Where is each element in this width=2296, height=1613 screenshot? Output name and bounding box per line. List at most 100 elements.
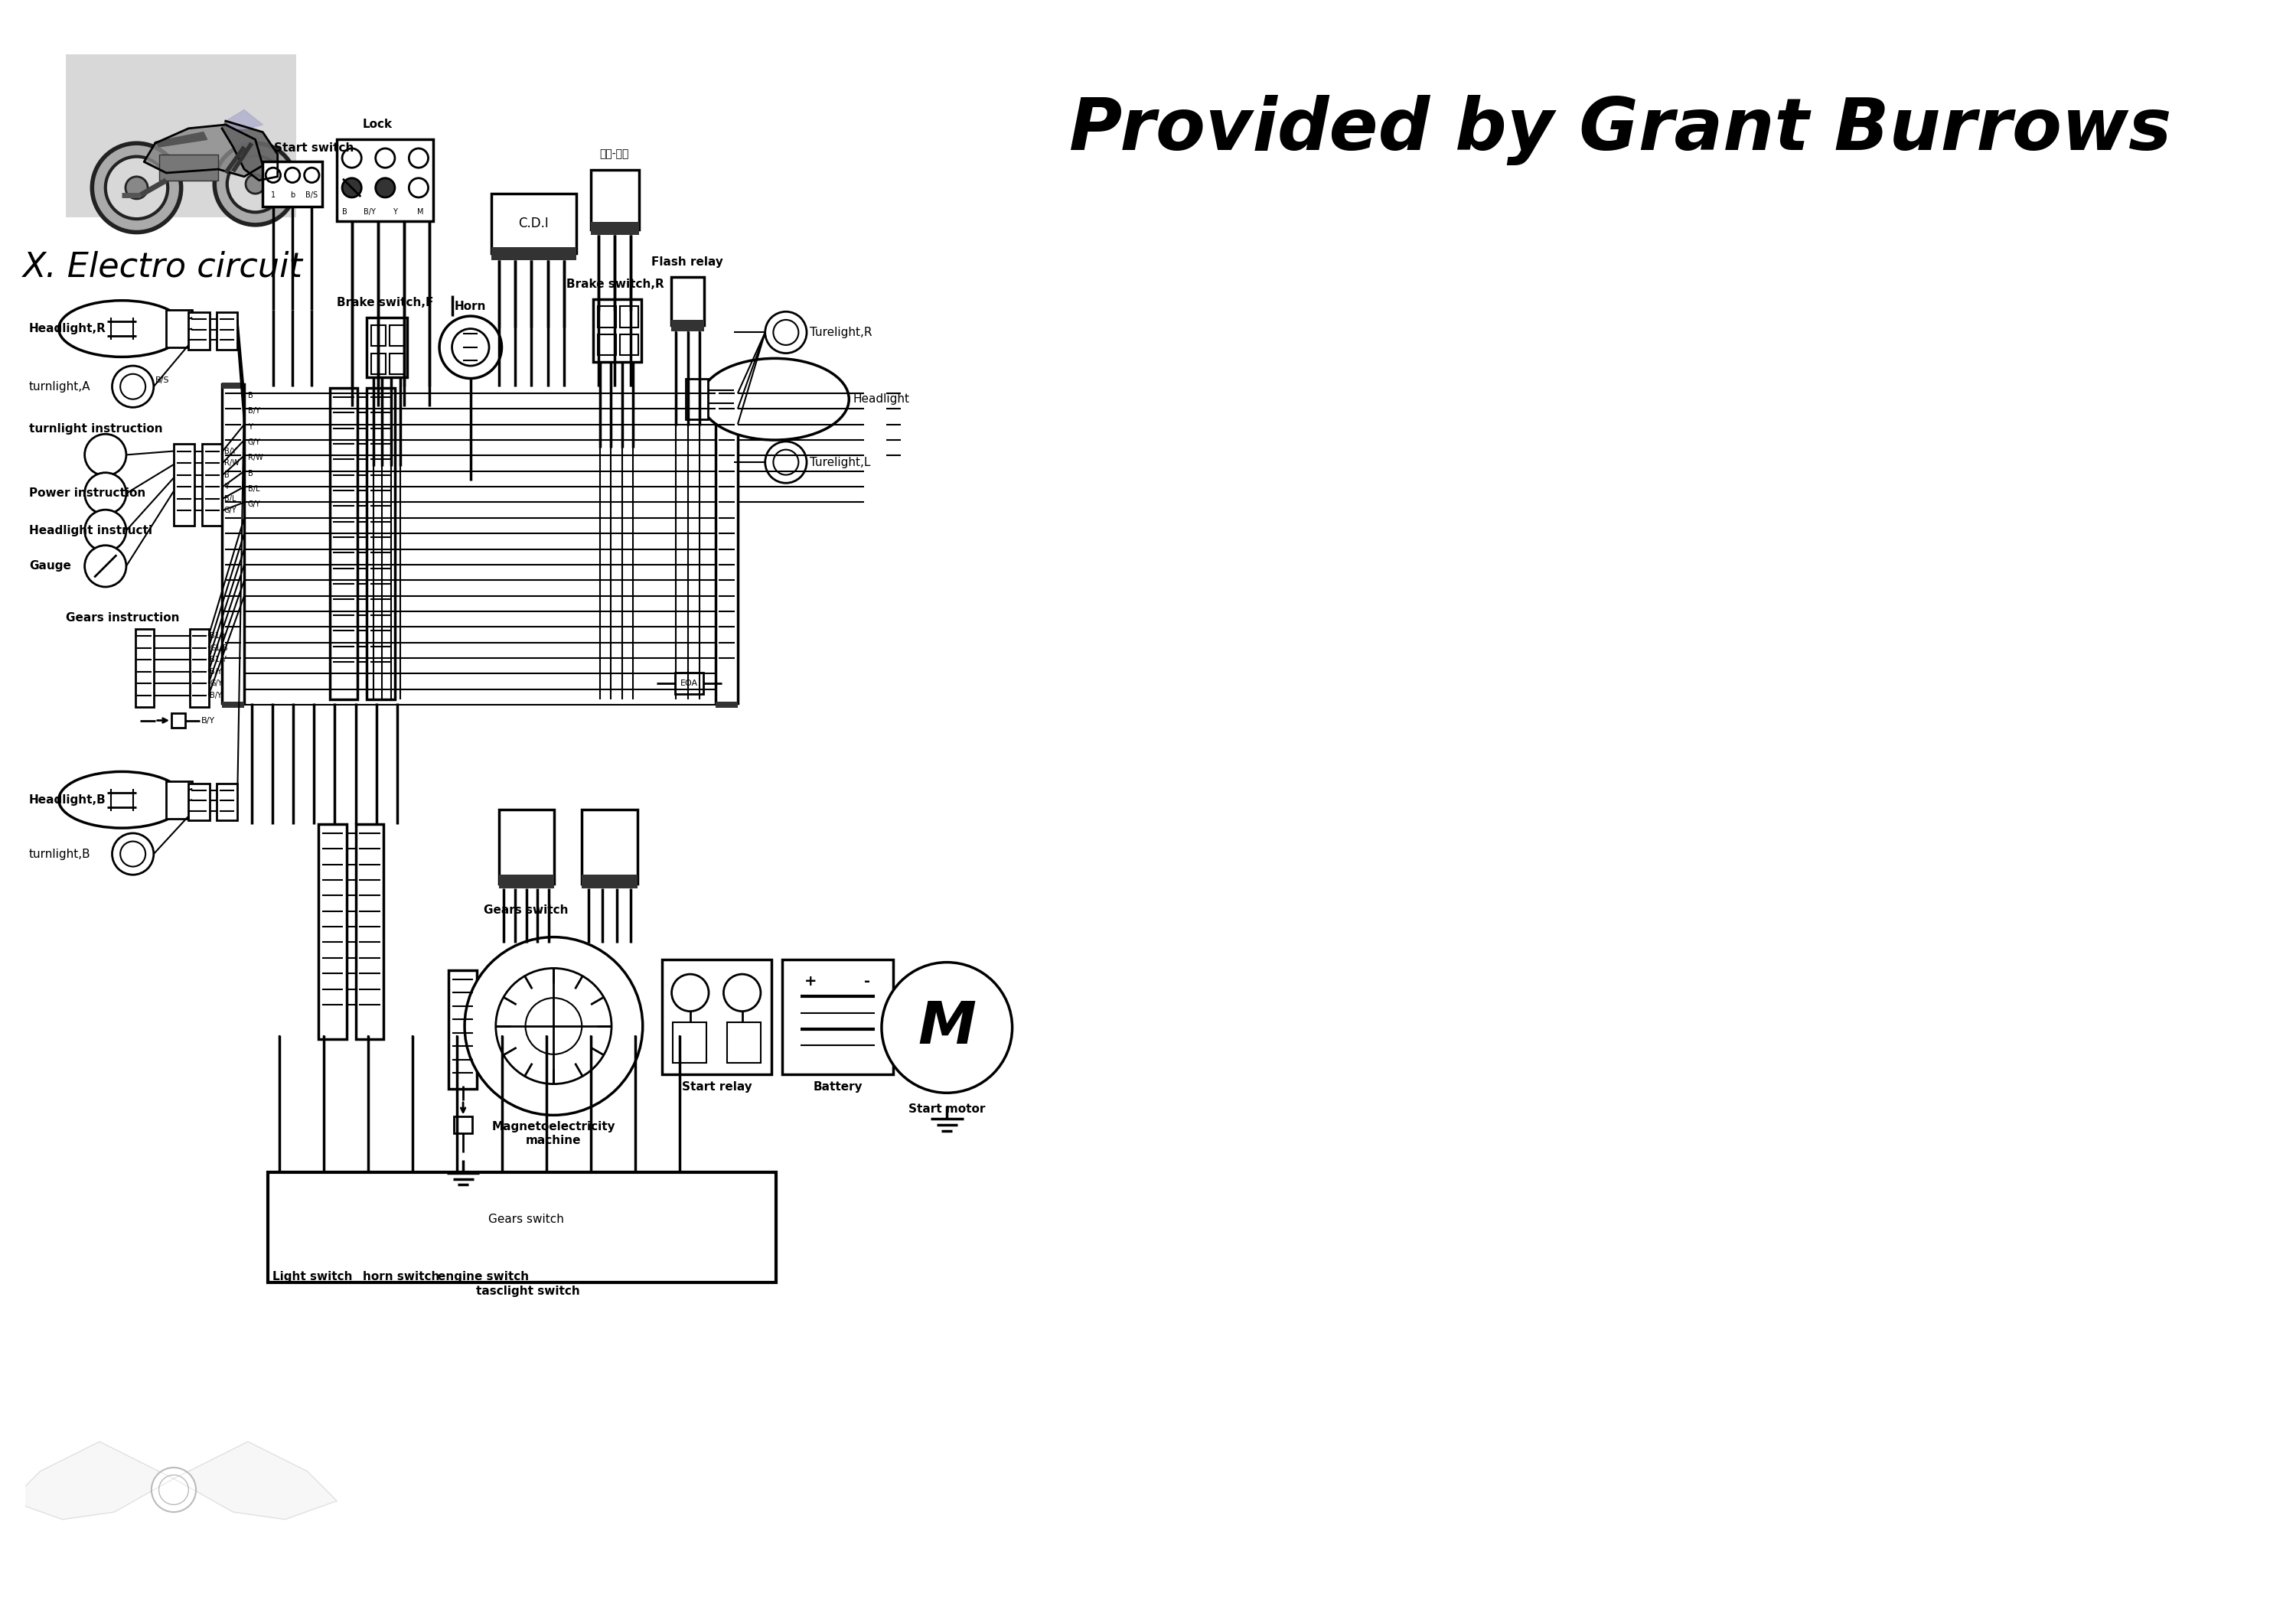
Bar <box>372 353 386 374</box>
Text: C.D.I: C.D.I <box>519 216 549 231</box>
Text: Gears switch: Gears switch <box>489 1213 565 1224</box>
Circle shape <box>413 1234 429 1252</box>
Circle shape <box>85 545 126 587</box>
Text: Y: Y <box>393 208 397 216</box>
Bar <box>661 960 771 1074</box>
Circle shape <box>393 1234 409 1252</box>
Bar <box>216 313 236 350</box>
Circle shape <box>765 442 806 482</box>
Text: Lock: Lock <box>363 119 393 131</box>
Circle shape <box>723 974 760 1011</box>
Bar <box>174 444 195 526</box>
Bar <box>716 382 737 389</box>
Ellipse shape <box>60 771 186 827</box>
Bar <box>592 298 641 361</box>
Text: Gears instruction: Gears instruction <box>67 613 179 624</box>
Bar <box>390 324 404 345</box>
Text: M: M <box>918 1000 976 1057</box>
Text: M: M <box>418 208 422 216</box>
Text: X. Electro circuit: X. Electro circuit <box>23 250 303 284</box>
Text: Flash relay: Flash relay <box>652 256 723 268</box>
Circle shape <box>673 974 709 1011</box>
Text: horn switch: horn switch <box>363 1271 441 1282</box>
Text: Y: Y <box>248 423 253 431</box>
Text: turnlight,A: turnlight,A <box>30 381 90 392</box>
Bar <box>728 1023 760 1063</box>
Polygon shape <box>225 110 262 129</box>
Bar <box>319 824 347 1039</box>
Text: turnlight,B: turnlight,B <box>30 848 92 860</box>
Text: B/L: B/L <box>248 486 259 494</box>
Bar <box>445 1177 526 1274</box>
Circle shape <box>119 374 145 398</box>
Bar <box>216 784 236 821</box>
Bar <box>188 313 209 350</box>
Text: +: + <box>804 974 817 989</box>
Circle shape <box>85 434 126 476</box>
Bar <box>673 1023 707 1063</box>
Circle shape <box>85 510 126 552</box>
Circle shape <box>413 1192 429 1208</box>
Text: Headlight instructi: Headlight instructi <box>30 524 152 536</box>
Circle shape <box>464 937 643 1115</box>
Bar <box>491 247 576 260</box>
Circle shape <box>372 1234 388 1252</box>
Bar <box>338 139 434 221</box>
Text: B/L: B/L <box>225 495 236 502</box>
Text: B: B <box>225 471 230 479</box>
Bar <box>165 310 193 347</box>
Ellipse shape <box>700 358 850 440</box>
Bar <box>223 382 243 389</box>
Bar <box>158 155 218 181</box>
Text: B/S: B/S <box>305 192 317 198</box>
Circle shape <box>113 834 154 874</box>
Circle shape <box>328 1234 344 1252</box>
Text: Brake switch,F: Brake switch,F <box>338 297 434 308</box>
Circle shape <box>328 1190 344 1208</box>
Text: B/Y: B/Y <box>209 692 223 698</box>
Bar <box>135 629 154 706</box>
Text: Headlight,B: Headlight,B <box>30 794 106 805</box>
Bar <box>269 1173 776 1282</box>
Circle shape <box>882 963 1013 1094</box>
Circle shape <box>152 1468 195 1511</box>
Bar <box>172 713 186 727</box>
Text: Horn: Horn <box>455 300 487 313</box>
Text: R/W: R/W <box>225 460 239 466</box>
Bar <box>331 389 358 700</box>
Bar <box>581 810 638 884</box>
Circle shape <box>214 144 296 224</box>
Circle shape <box>494 1192 510 1208</box>
Text: Gears switch: Gears switch <box>484 905 569 916</box>
Bar <box>356 824 383 1039</box>
Text: G/Y: G/Y <box>248 500 262 508</box>
Text: tasclight switch: tasclight switch <box>475 1286 579 1297</box>
Text: B: B <box>342 208 347 216</box>
Circle shape <box>452 1234 468 1252</box>
Text: b: b <box>289 192 294 198</box>
Circle shape <box>126 176 147 198</box>
Bar <box>223 702 243 708</box>
Circle shape <box>303 1190 321 1208</box>
Text: R/W: R/W <box>248 453 264 461</box>
Text: engine switch: engine switch <box>439 1271 528 1282</box>
Bar <box>367 318 406 377</box>
Bar <box>367 389 395 700</box>
Bar <box>498 874 553 889</box>
Text: Magnetoelectricity
machine: Magnetoelectricity machine <box>491 1121 615 1147</box>
Circle shape <box>158 1474 188 1505</box>
Bar <box>675 673 703 694</box>
Text: Turelight,R: Turelight,R <box>810 327 872 339</box>
Text: B/Y: B/Y <box>209 668 223 676</box>
Circle shape <box>227 156 282 213</box>
Bar <box>597 306 615 327</box>
Text: B1/Y: B1/Y <box>209 632 227 640</box>
Text: Provided by Grant Burrows: Provided by Grant Burrows <box>1070 95 2172 166</box>
Bar <box>448 971 478 1089</box>
Text: 点火-线圈: 点火-线圈 <box>599 148 629 160</box>
Text: 1: 1 <box>271 192 276 198</box>
Polygon shape <box>156 132 207 147</box>
Text: G/Y: G/Y <box>225 506 236 515</box>
Polygon shape <box>11 1442 174 1519</box>
Circle shape <box>526 998 581 1055</box>
